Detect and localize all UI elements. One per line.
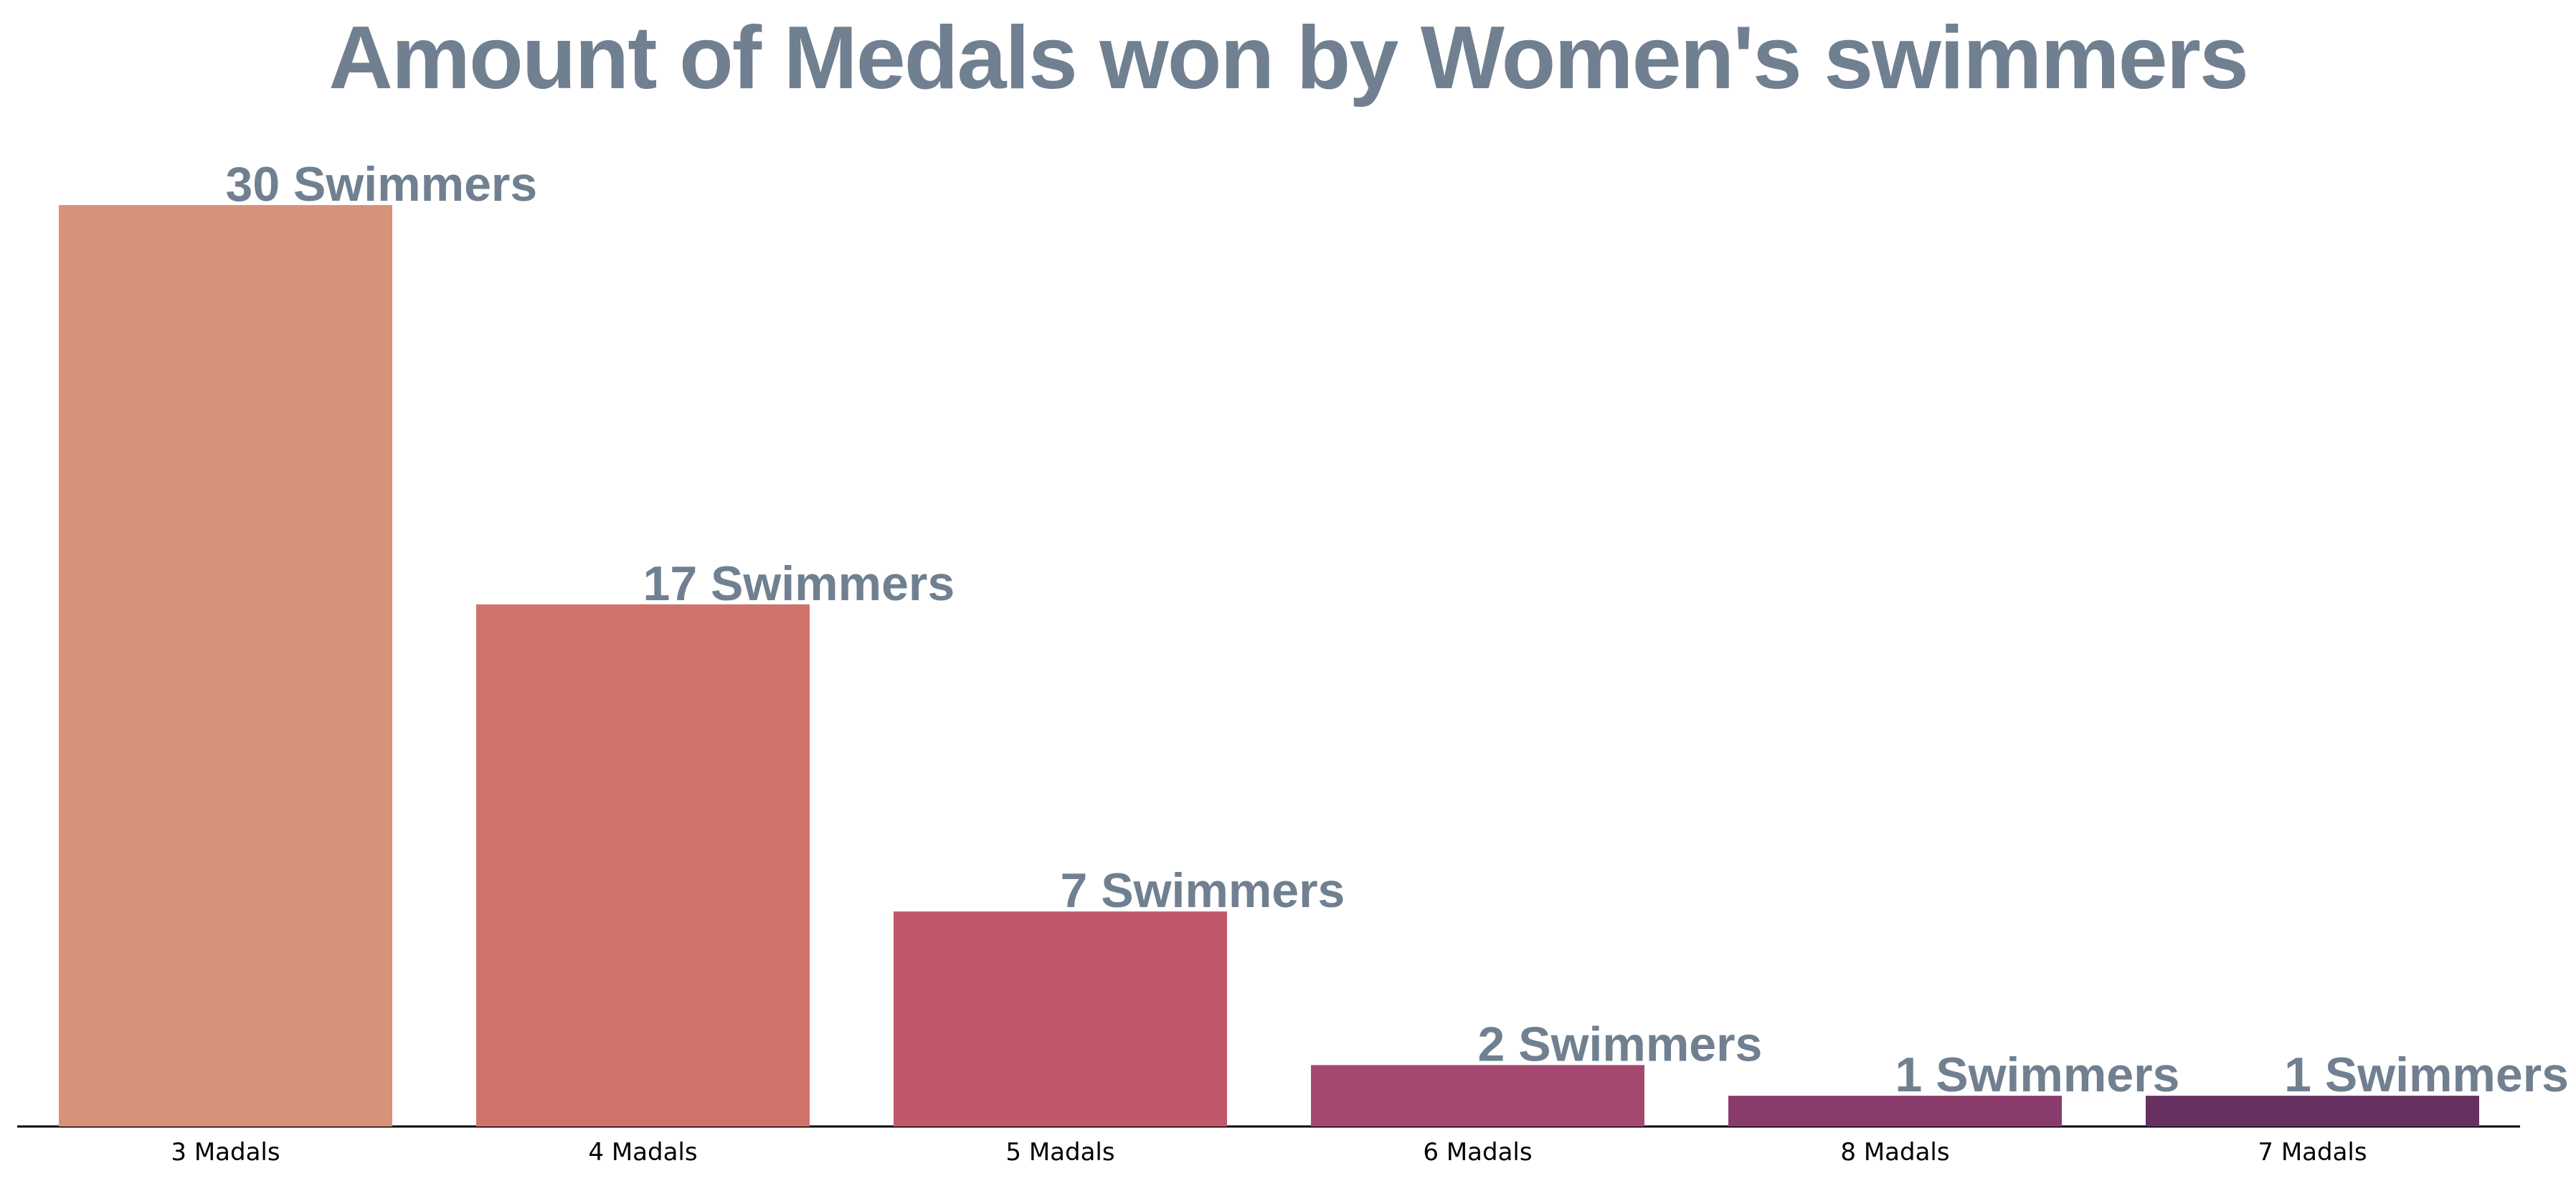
chart-title: Amount of Medals won by Women's swimmers xyxy=(328,9,2249,108)
bar-value-label: 1 Swimmers xyxy=(1895,1048,2180,1102)
bar-5 xyxy=(1728,1096,2062,1126)
bar-value-label: 2 Swimmers xyxy=(1478,1017,1763,1071)
x-tick-label: 3 Madals xyxy=(171,1138,280,1167)
bar-6 xyxy=(2146,1096,2479,1126)
bar-value-label: 7 Swimmers xyxy=(1061,863,1345,918)
bar-value-label: 17 Swimmers xyxy=(643,556,955,611)
x-tick-labels-group: 3 Madals 4 Madals 5 Madals 6 Madals 8 Madals… xyxy=(171,1138,2367,1167)
x-tick-label: 8 Madals xyxy=(1840,1138,1949,1167)
x-tick-label: 7 Madals xyxy=(2258,1138,2367,1167)
bar-value-label: 30 Swimmers xyxy=(226,157,538,212)
bar-3 xyxy=(894,911,1227,1126)
bar-4 xyxy=(1311,1065,1644,1126)
bar-1 xyxy=(59,205,392,1126)
x-tick-label: 4 Madals xyxy=(588,1138,697,1167)
bar-labels-group: 30 Swimmers 17 Swimmers 7 Swimmers 2 Swimme… xyxy=(226,157,2570,1102)
x-tick-label: 5 Madals xyxy=(1005,1138,1114,1167)
x-tick-label: 6 Madals xyxy=(1423,1138,1532,1167)
bars-group xyxy=(59,205,2479,1126)
bar-value-label: 1 Swimmers xyxy=(2284,1048,2569,1102)
bar-2 xyxy=(476,604,810,1126)
